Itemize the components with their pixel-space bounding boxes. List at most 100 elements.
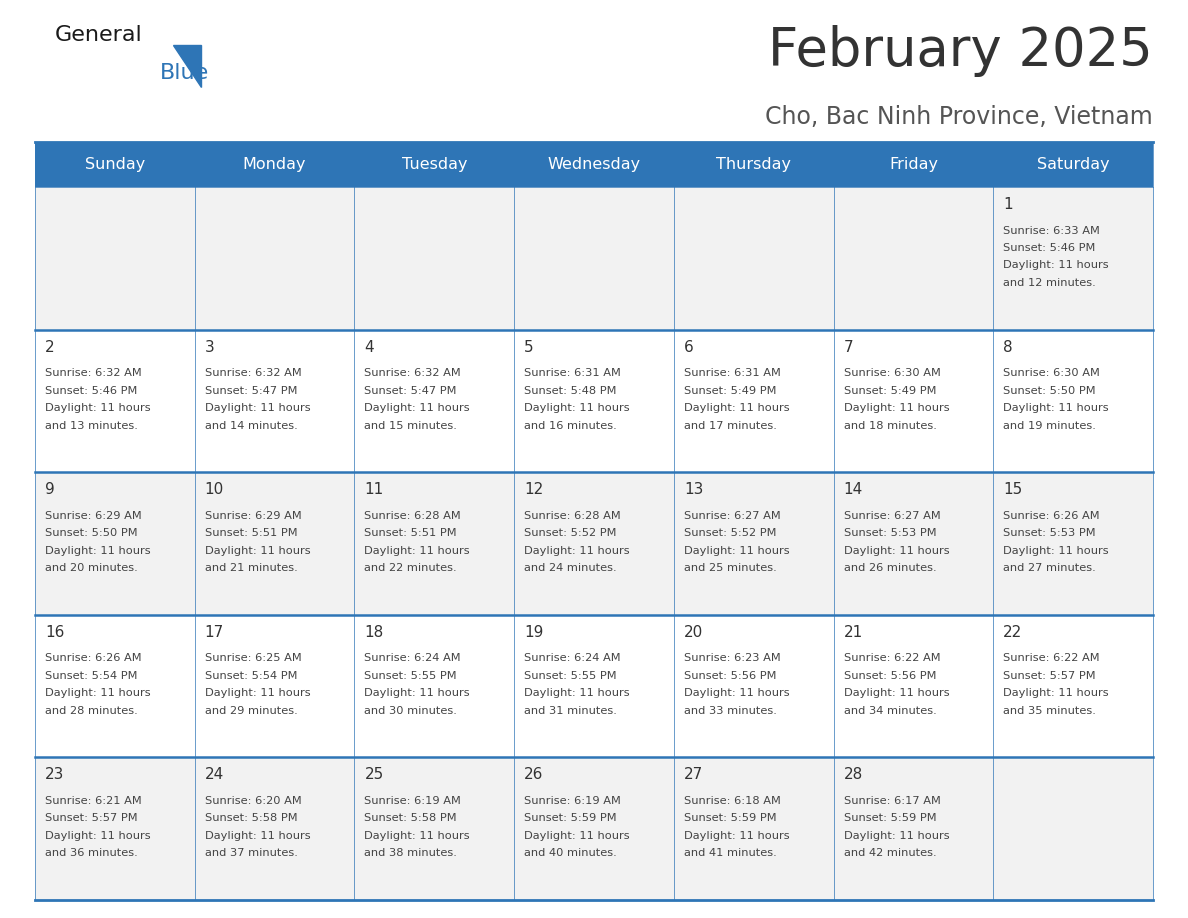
Text: Sunset: 5:59 PM: Sunset: 5:59 PM xyxy=(524,813,617,823)
Text: Sunrise: 6:24 AM: Sunrise: 6:24 AM xyxy=(365,654,461,664)
Bar xyxy=(34,757,195,900)
Text: and 42 minutes.: and 42 minutes. xyxy=(843,848,936,858)
Text: Sunset: 5:54 PM: Sunset: 5:54 PM xyxy=(45,671,138,681)
Text: Daylight: 11 hours: Daylight: 11 hours xyxy=(204,545,310,555)
Bar xyxy=(674,142,834,187)
Text: Sunrise: 6:32 AM: Sunrise: 6:32 AM xyxy=(45,368,141,378)
Text: Sunset: 5:59 PM: Sunset: 5:59 PM xyxy=(684,813,777,823)
Text: February 2025: February 2025 xyxy=(769,25,1154,77)
Text: Daylight: 11 hours: Daylight: 11 hours xyxy=(843,403,949,413)
Text: Sunrise: 6:29 AM: Sunrise: 6:29 AM xyxy=(45,510,141,521)
Bar xyxy=(514,472,674,615)
Bar xyxy=(514,615,674,757)
Text: 16: 16 xyxy=(45,625,64,640)
Text: 19: 19 xyxy=(524,625,544,640)
Text: Daylight: 11 hours: Daylight: 11 hours xyxy=(843,688,949,699)
Text: 1: 1 xyxy=(1004,197,1013,212)
Bar xyxy=(34,472,195,615)
Bar xyxy=(34,615,195,757)
Text: 8: 8 xyxy=(1004,340,1013,354)
Text: Sunrise: 6:33 AM: Sunrise: 6:33 AM xyxy=(1004,226,1100,236)
Bar xyxy=(674,330,834,472)
Bar xyxy=(674,757,834,900)
Text: and 27 minutes.: and 27 minutes. xyxy=(1004,564,1097,573)
Bar xyxy=(514,187,674,330)
Text: Daylight: 11 hours: Daylight: 11 hours xyxy=(1004,403,1108,413)
Text: Sunrise: 6:31 AM: Sunrise: 6:31 AM xyxy=(524,368,621,378)
Text: Daylight: 11 hours: Daylight: 11 hours xyxy=(365,831,470,841)
Bar xyxy=(674,472,834,615)
Bar xyxy=(195,142,354,187)
Text: Sunset: 5:55 PM: Sunset: 5:55 PM xyxy=(524,671,617,681)
Text: Sunrise: 6:28 AM: Sunrise: 6:28 AM xyxy=(524,510,621,521)
Text: 25: 25 xyxy=(365,767,384,782)
Text: and 34 minutes.: and 34 minutes. xyxy=(843,706,936,716)
Text: Sunrise: 6:32 AM: Sunrise: 6:32 AM xyxy=(204,368,302,378)
Text: Sunrise: 6:26 AM: Sunrise: 6:26 AM xyxy=(45,654,141,664)
Text: 27: 27 xyxy=(684,767,703,782)
Text: and 25 minutes.: and 25 minutes. xyxy=(684,564,777,573)
Text: Daylight: 11 hours: Daylight: 11 hours xyxy=(524,831,630,841)
Text: Daylight: 11 hours: Daylight: 11 hours xyxy=(524,545,630,555)
Text: Sunrise: 6:32 AM: Sunrise: 6:32 AM xyxy=(365,368,461,378)
Bar xyxy=(34,187,195,330)
Bar xyxy=(834,330,993,472)
Text: 22: 22 xyxy=(1004,625,1023,640)
Text: Sunset: 5:52 PM: Sunset: 5:52 PM xyxy=(524,528,617,538)
Text: Daylight: 11 hours: Daylight: 11 hours xyxy=(684,831,790,841)
Bar xyxy=(834,142,993,187)
Text: 23: 23 xyxy=(45,767,64,782)
Text: Sunrise: 6:29 AM: Sunrise: 6:29 AM xyxy=(204,510,302,521)
Bar xyxy=(674,615,834,757)
Text: General: General xyxy=(55,25,143,45)
Bar xyxy=(195,187,354,330)
Text: 20: 20 xyxy=(684,625,703,640)
Text: and 36 minutes.: and 36 minutes. xyxy=(45,848,138,858)
Bar xyxy=(993,330,1154,472)
Text: Daylight: 11 hours: Daylight: 11 hours xyxy=(843,831,949,841)
Text: Sunset: 5:50 PM: Sunset: 5:50 PM xyxy=(1004,386,1095,396)
Text: Sunset: 5:53 PM: Sunset: 5:53 PM xyxy=(1004,528,1095,538)
Polygon shape xyxy=(173,45,201,87)
Text: Sunset: 5:47 PM: Sunset: 5:47 PM xyxy=(365,386,457,396)
Text: 18: 18 xyxy=(365,625,384,640)
Text: Sunday: Sunday xyxy=(84,157,145,172)
Text: and 33 minutes.: and 33 minutes. xyxy=(684,706,777,716)
Bar xyxy=(674,187,834,330)
Text: and 18 minutes.: and 18 minutes. xyxy=(843,420,936,431)
Text: 14: 14 xyxy=(843,482,862,498)
Bar xyxy=(195,615,354,757)
Text: Sunset: 5:46 PM: Sunset: 5:46 PM xyxy=(45,386,138,396)
Text: and 26 minutes.: and 26 minutes. xyxy=(843,564,936,573)
Text: 13: 13 xyxy=(684,482,703,498)
Text: Daylight: 11 hours: Daylight: 11 hours xyxy=(45,403,151,413)
Bar xyxy=(195,472,354,615)
Bar xyxy=(834,472,993,615)
Text: Sunrise: 6:23 AM: Sunrise: 6:23 AM xyxy=(684,654,781,664)
Text: Monday: Monday xyxy=(242,157,307,172)
Text: and 16 minutes.: and 16 minutes. xyxy=(524,420,617,431)
Bar xyxy=(993,187,1154,330)
Text: and 28 minutes.: and 28 minutes. xyxy=(45,706,138,716)
Text: Sunrise: 6:30 AM: Sunrise: 6:30 AM xyxy=(843,368,941,378)
Text: Thursday: Thursday xyxy=(716,157,791,172)
Bar xyxy=(354,615,514,757)
Bar xyxy=(834,615,993,757)
Text: Sunset: 5:47 PM: Sunset: 5:47 PM xyxy=(204,386,297,396)
Text: and 21 minutes.: and 21 minutes. xyxy=(204,564,297,573)
Text: Daylight: 11 hours: Daylight: 11 hours xyxy=(204,688,310,699)
Text: Daylight: 11 hours: Daylight: 11 hours xyxy=(524,403,630,413)
Bar xyxy=(514,330,674,472)
Text: Daylight: 11 hours: Daylight: 11 hours xyxy=(365,688,470,699)
Text: Daylight: 11 hours: Daylight: 11 hours xyxy=(1004,261,1108,271)
Bar xyxy=(993,472,1154,615)
Text: Daylight: 11 hours: Daylight: 11 hours xyxy=(1004,545,1108,555)
Text: and 41 minutes.: and 41 minutes. xyxy=(684,848,777,858)
Text: and 40 minutes.: and 40 minutes. xyxy=(524,848,617,858)
Text: Cho, Bac Ninh Province, Vietnam: Cho, Bac Ninh Province, Vietnam xyxy=(765,105,1154,129)
Bar xyxy=(993,757,1154,900)
Bar xyxy=(34,142,195,187)
Text: Daylight: 11 hours: Daylight: 11 hours xyxy=(45,831,151,841)
Bar xyxy=(514,142,674,187)
Text: and 38 minutes.: and 38 minutes. xyxy=(365,848,457,858)
